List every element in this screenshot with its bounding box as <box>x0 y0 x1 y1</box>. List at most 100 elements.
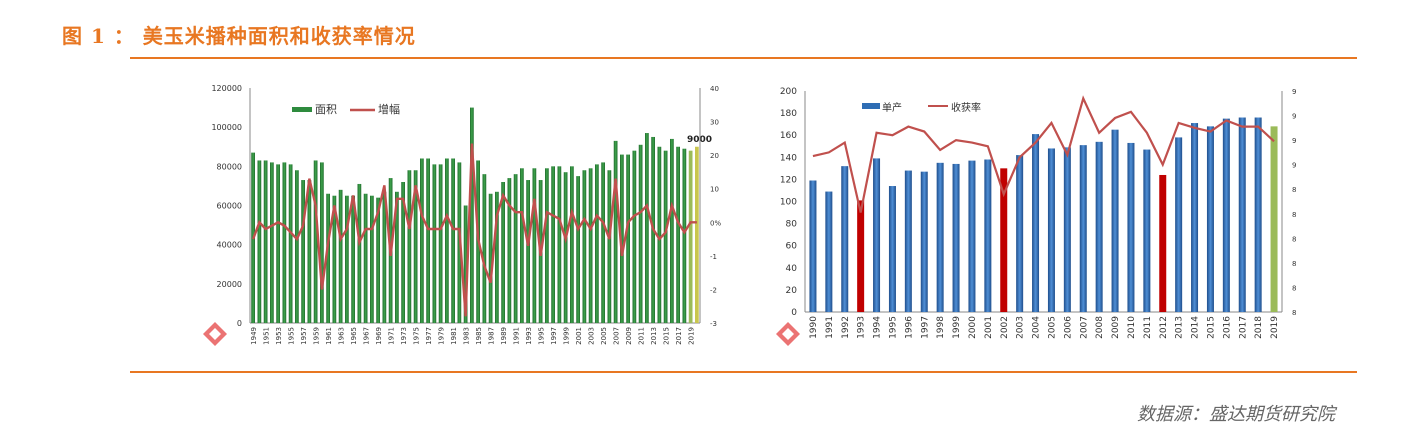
chart2-x-tick: 2001 <box>984 316 994 339</box>
chart1-bar <box>338 189 343 323</box>
chart1-x-tick: 1967 <box>363 327 371 345</box>
chart2-y-right-tick: 8 <box>1292 186 1296 194</box>
chart1-bar <box>582 170 587 323</box>
chart1-bar <box>438 164 443 323</box>
chart2-x-tick: 2013 <box>1175 316 1185 339</box>
chart1-bar <box>257 160 262 323</box>
chart1-bar <box>470 107 474 323</box>
chart1-legend-area-label: 面积 <box>315 103 337 116</box>
chart1-bar <box>295 170 299 323</box>
chart1-x-tick: 2009 <box>625 327 633 345</box>
chart1-x-tick: 2019 <box>688 327 696 345</box>
chart2-x-tick: 2005 <box>1047 316 1057 339</box>
chart2-bar <box>1095 141 1103 312</box>
chart1-x-tick: 1979 <box>438 327 446 345</box>
chart2-legend-yield-swatch <box>862 103 880 109</box>
chart1-x-tick: 1989 <box>500 327 508 345</box>
chart2-y-left-tick: 200 <box>780 87 797 97</box>
chart1-bar <box>688 150 693 323</box>
chart2-x-tick: 2007 <box>1079 316 1089 339</box>
page-title: 图 1 ： 美玉米播种面积和收获率情况 <box>62 24 416 48</box>
chart1-bar <box>407 170 412 323</box>
chart1-x-tick: 1975 <box>413 327 421 345</box>
chart2-x-tick: 2011 <box>1143 316 1153 339</box>
chart1-x-tick: 1977 <box>425 327 433 345</box>
chart2-x-tick: 1999 <box>952 316 962 339</box>
chart1-bar <box>501 182 505 323</box>
chart1-x-tick: 1951 <box>263 327 271 345</box>
chart1-x-tick: 1949 <box>250 327 258 345</box>
chart2-y-left-tick: 20 <box>786 286 798 296</box>
chart1-bar <box>645 133 649 323</box>
chart1-bar <box>563 172 568 323</box>
source-note: 数据源：盛达期货研究院 <box>1137 404 1335 425</box>
chart2-y-right-tick: 9 <box>1292 137 1296 145</box>
chart2-y-right-tick: 8 <box>1292 284 1296 292</box>
chart2-x-tick: 2009 <box>1111 316 1121 339</box>
chart1-bar <box>613 140 618 323</box>
chart1-bar <box>657 146 662 323</box>
chart2-bar <box>841 166 849 312</box>
chart2-bar <box>936 162 944 312</box>
chart1-x-tick: 2015 <box>663 327 671 345</box>
chart2-bar <box>1222 118 1230 312</box>
chart2-bar <box>809 180 817 312</box>
chart1-x-tick: 1983 <box>463 327 471 345</box>
chart1-bar <box>313 160 318 323</box>
chart2-x-tick: 2018 <box>1254 316 1264 339</box>
chart1-bar <box>482 174 487 323</box>
chart2-y-right-tick: 9 <box>1292 162 1296 170</box>
chart2-x-tick: 1998 <box>936 316 946 339</box>
chart1-y-left-tick: 120000 <box>211 84 242 93</box>
chart1-x-tick: 2007 <box>613 327 621 345</box>
chart1-bar <box>451 158 455 323</box>
chart1-bar <box>638 144 643 323</box>
chart1-bar <box>695 146 699 323</box>
chart2-y-left-tick: 120 <box>780 175 797 185</box>
chart1-bar <box>595 164 599 323</box>
chart1-x-tick: 1999 <box>563 327 571 345</box>
chart1-x-tick: 2017 <box>675 327 683 345</box>
chart2-bar <box>1063 147 1071 312</box>
chart1-x-tick: 1965 <box>350 327 358 345</box>
chart2-bar <box>1159 174 1167 312</box>
chart1-bar <box>626 154 630 323</box>
chart2-x-tick: 1991 <box>825 316 835 339</box>
chart2-y-right-tick: 8 <box>1292 235 1296 243</box>
chart2-bar <box>920 171 928 312</box>
chart1-x-tick: 1987 <box>488 327 496 345</box>
bottom-divider <box>130 371 1357 373</box>
chart1-x-tick: 1995 <box>538 327 546 345</box>
chart2-y-right-tick: 8 <box>1292 211 1296 219</box>
chart1-bar <box>682 148 687 323</box>
chart1-bar <box>507 178 512 323</box>
chart1-bar <box>676 146 680 323</box>
chart1-y-right-tick: -3 <box>710 320 717 328</box>
chart2-x-tick: 2008 <box>1095 316 1105 339</box>
chart2-y-left-tick: 160 <box>780 131 797 141</box>
chart1-bar <box>601 162 605 323</box>
chart2-x-tick: 1997 <box>920 316 930 339</box>
chart1-bar <box>363 193 368 323</box>
chart1-x-tick: 2005 <box>600 327 608 345</box>
chart1-bar <box>463 205 468 323</box>
chart2-bar <box>888 186 896 312</box>
chart2-bar <box>1191 123 1199 312</box>
chart1-bar <box>663 150 668 323</box>
chart1-bar <box>357 183 362 323</box>
chart1-bar <box>276 164 280 323</box>
chart1-x-tick: 1955 <box>288 327 296 345</box>
chart1-x-tick: 1961 <box>325 327 333 345</box>
chart1-bar <box>401 182 405 323</box>
chart1-bar <box>532 168 537 323</box>
chart1-bar <box>526 180 530 323</box>
chart2-watermark-logo-inner <box>782 328 794 340</box>
chart2-rate-line <box>812 95 1275 213</box>
chart2-bar <box>1000 168 1008 312</box>
chart2-x-tick: 2000 <box>968 316 978 339</box>
chart2-bar <box>1111 129 1119 312</box>
chart2-x-tick: 2010 <box>1127 316 1137 339</box>
chart1-bar <box>445 158 449 323</box>
chart1-bar <box>370 195 374 323</box>
